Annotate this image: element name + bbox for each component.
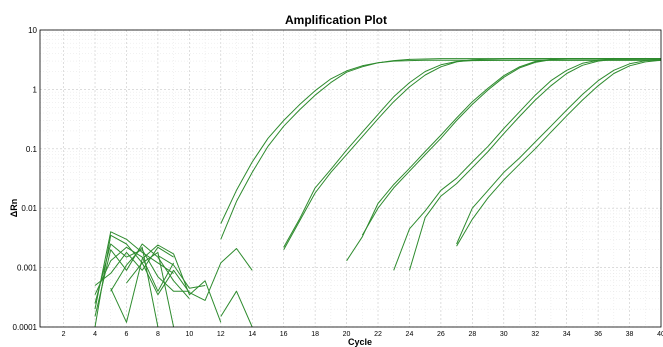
- y-tick-label: 1: [33, 85, 38, 94]
- x-tick-label: 2: [62, 331, 66, 338]
- x-tick-label: 34: [563, 331, 571, 338]
- amplification-curve: [283, 59, 661, 248]
- x-tick-label: 36: [594, 331, 602, 338]
- amplification-curve: [456, 58, 662, 245]
- x-tick-label: 26: [437, 331, 445, 338]
- amplification-curve: [393, 58, 661, 271]
- x-tick-label: 4: [93, 331, 97, 338]
- x-tick-labels: 2 4 6 8 10 12 14 16 18 20 22 24 26 28 30 32 34 36 38 40: [62, 331, 663, 338]
- amplification-curve: [220, 59, 661, 224]
- amplification-curve: [361, 58, 661, 236]
- amplification-curve: [220, 290, 253, 328]
- x-tick-label: 6: [125, 331, 129, 338]
- x-tick-label: 10: [185, 331, 193, 338]
- amplification-curve: [409, 58, 662, 271]
- y-tick-labels: 0.0001 0.001 0.01 0.1 1 10: [13, 26, 38, 332]
- x-tick-label: 32: [531, 331, 539, 338]
- y-tick-label: 0.0001: [13, 323, 38, 332]
- amplification-curve: [346, 58, 661, 262]
- y-tick-label: 0.1: [26, 145, 38, 154]
- x-tick-label: 18: [311, 331, 319, 338]
- amplification-curve: [94, 234, 175, 328]
- chart-title: Amplification Plot: [285, 13, 387, 27]
- y-tick-label: 0.001: [17, 264, 38, 273]
- amplification-curve: [110, 246, 159, 328]
- amplification-curve: [220, 58, 661, 240]
- y-axis-label: ΔRn: [9, 199, 19, 217]
- x-tick-label: 30: [500, 331, 508, 338]
- y-tick-label: 0.01: [21, 204, 37, 213]
- amplification-curve: [94, 246, 175, 295]
- x-tick-label: 24: [406, 331, 414, 338]
- x-tick-label: 14: [248, 331, 256, 338]
- grid: [40, 29, 661, 328]
- x-tick-label: 8: [156, 331, 160, 338]
- amplification-curve: [157, 255, 206, 289]
- x-tick-label: 12: [217, 331, 225, 338]
- plot-frame: [39, 29, 662, 328]
- amplification-curve: [126, 248, 253, 301]
- amplification-curve: [94, 243, 190, 317]
- y-tick-label: 10: [28, 26, 37, 35]
- amplification-curve: [283, 58, 661, 250]
- x-tick-label: 20: [343, 331, 351, 338]
- amplification-curve: [110, 244, 222, 323]
- curves: [94, 58, 662, 328]
- x-tick-label: 16: [280, 331, 288, 338]
- x-tick-label: 38: [626, 331, 634, 338]
- amplification-curve: [456, 59, 662, 247]
- amplification-curve: [94, 246, 174, 286]
- x-tick-label: 40: [657, 331, 663, 338]
- x-tick-label: 22: [374, 331, 382, 338]
- x-axis-label: Cycle: [348, 337, 372, 347]
- x-tick-label: 28: [468, 331, 476, 338]
